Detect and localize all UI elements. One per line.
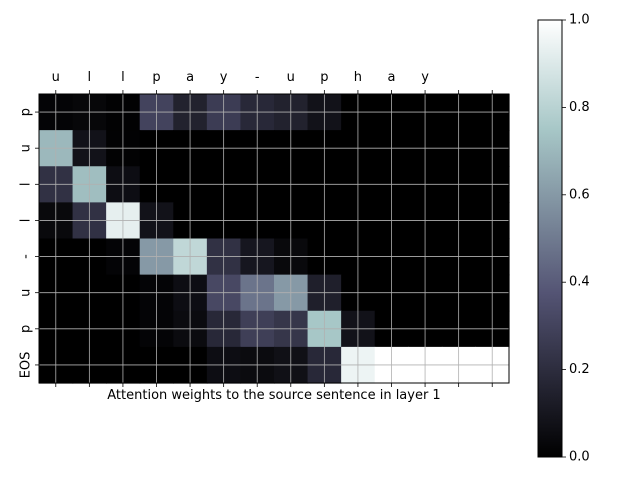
- x-tick-label-11: y: [421, 70, 429, 85]
- y-tick-label-5: u: [19, 289, 34, 297]
- x-tick-label-1: l: [88, 70, 92, 85]
- x-tick-label-10: a: [388, 70, 396, 85]
- y-tick-label-7: EOS: [19, 352, 34, 379]
- colorbar-tick-label-2: 0.4: [569, 275, 590, 290]
- y-tick-label-3: l: [19, 219, 34, 223]
- x-tick-label-5: y: [220, 70, 228, 85]
- colorbar-tick-label-3: 0.6: [569, 187, 590, 202]
- heatmap-grid: [39, 94, 509, 383]
- x-tick-label-2: l: [121, 70, 125, 85]
- y-tick-label-4: -: [19, 254, 34, 259]
- x-axis-label: Attention weights to the source sentence…: [107, 388, 440, 403]
- y-tick-label-0: p: [19, 108, 34, 116]
- heatmap-cells: [39, 94, 510, 384]
- colorbar-tick-label-1: 0.2: [569, 362, 590, 377]
- y-axis-ticks: p u l l - u p EOS: [19, 108, 39, 379]
- x-tick-label-8: p: [320, 70, 328, 85]
- colorbar: [537, 19, 563, 458]
- x-tick-label-0: u: [52, 70, 60, 85]
- colorbar-ticks: 0.0 0.2 0.4 0.6 0.8 1.0: [562, 13, 590, 465]
- colorbar-tick-label-0: 0.0: [569, 450, 590, 465]
- x-tick-label-3: p: [152, 70, 160, 85]
- x-tick-label-4: a: [186, 70, 194, 85]
- heatmap-frame: [38, 93, 510, 384]
- y-tick-label-6: p: [19, 325, 34, 333]
- colorbar-tick-label-4: 0.8: [569, 100, 590, 115]
- y-tick-label-2: l: [19, 183, 34, 187]
- colorbar-tick-label-5: 1.0: [569, 13, 590, 28]
- x-tick-label-6: -: [255, 70, 260, 85]
- x-tick-label-9: h: [354, 70, 362, 85]
- y-tick-label-1: u: [19, 144, 34, 152]
- x-tick-label-7: u: [287, 70, 295, 85]
